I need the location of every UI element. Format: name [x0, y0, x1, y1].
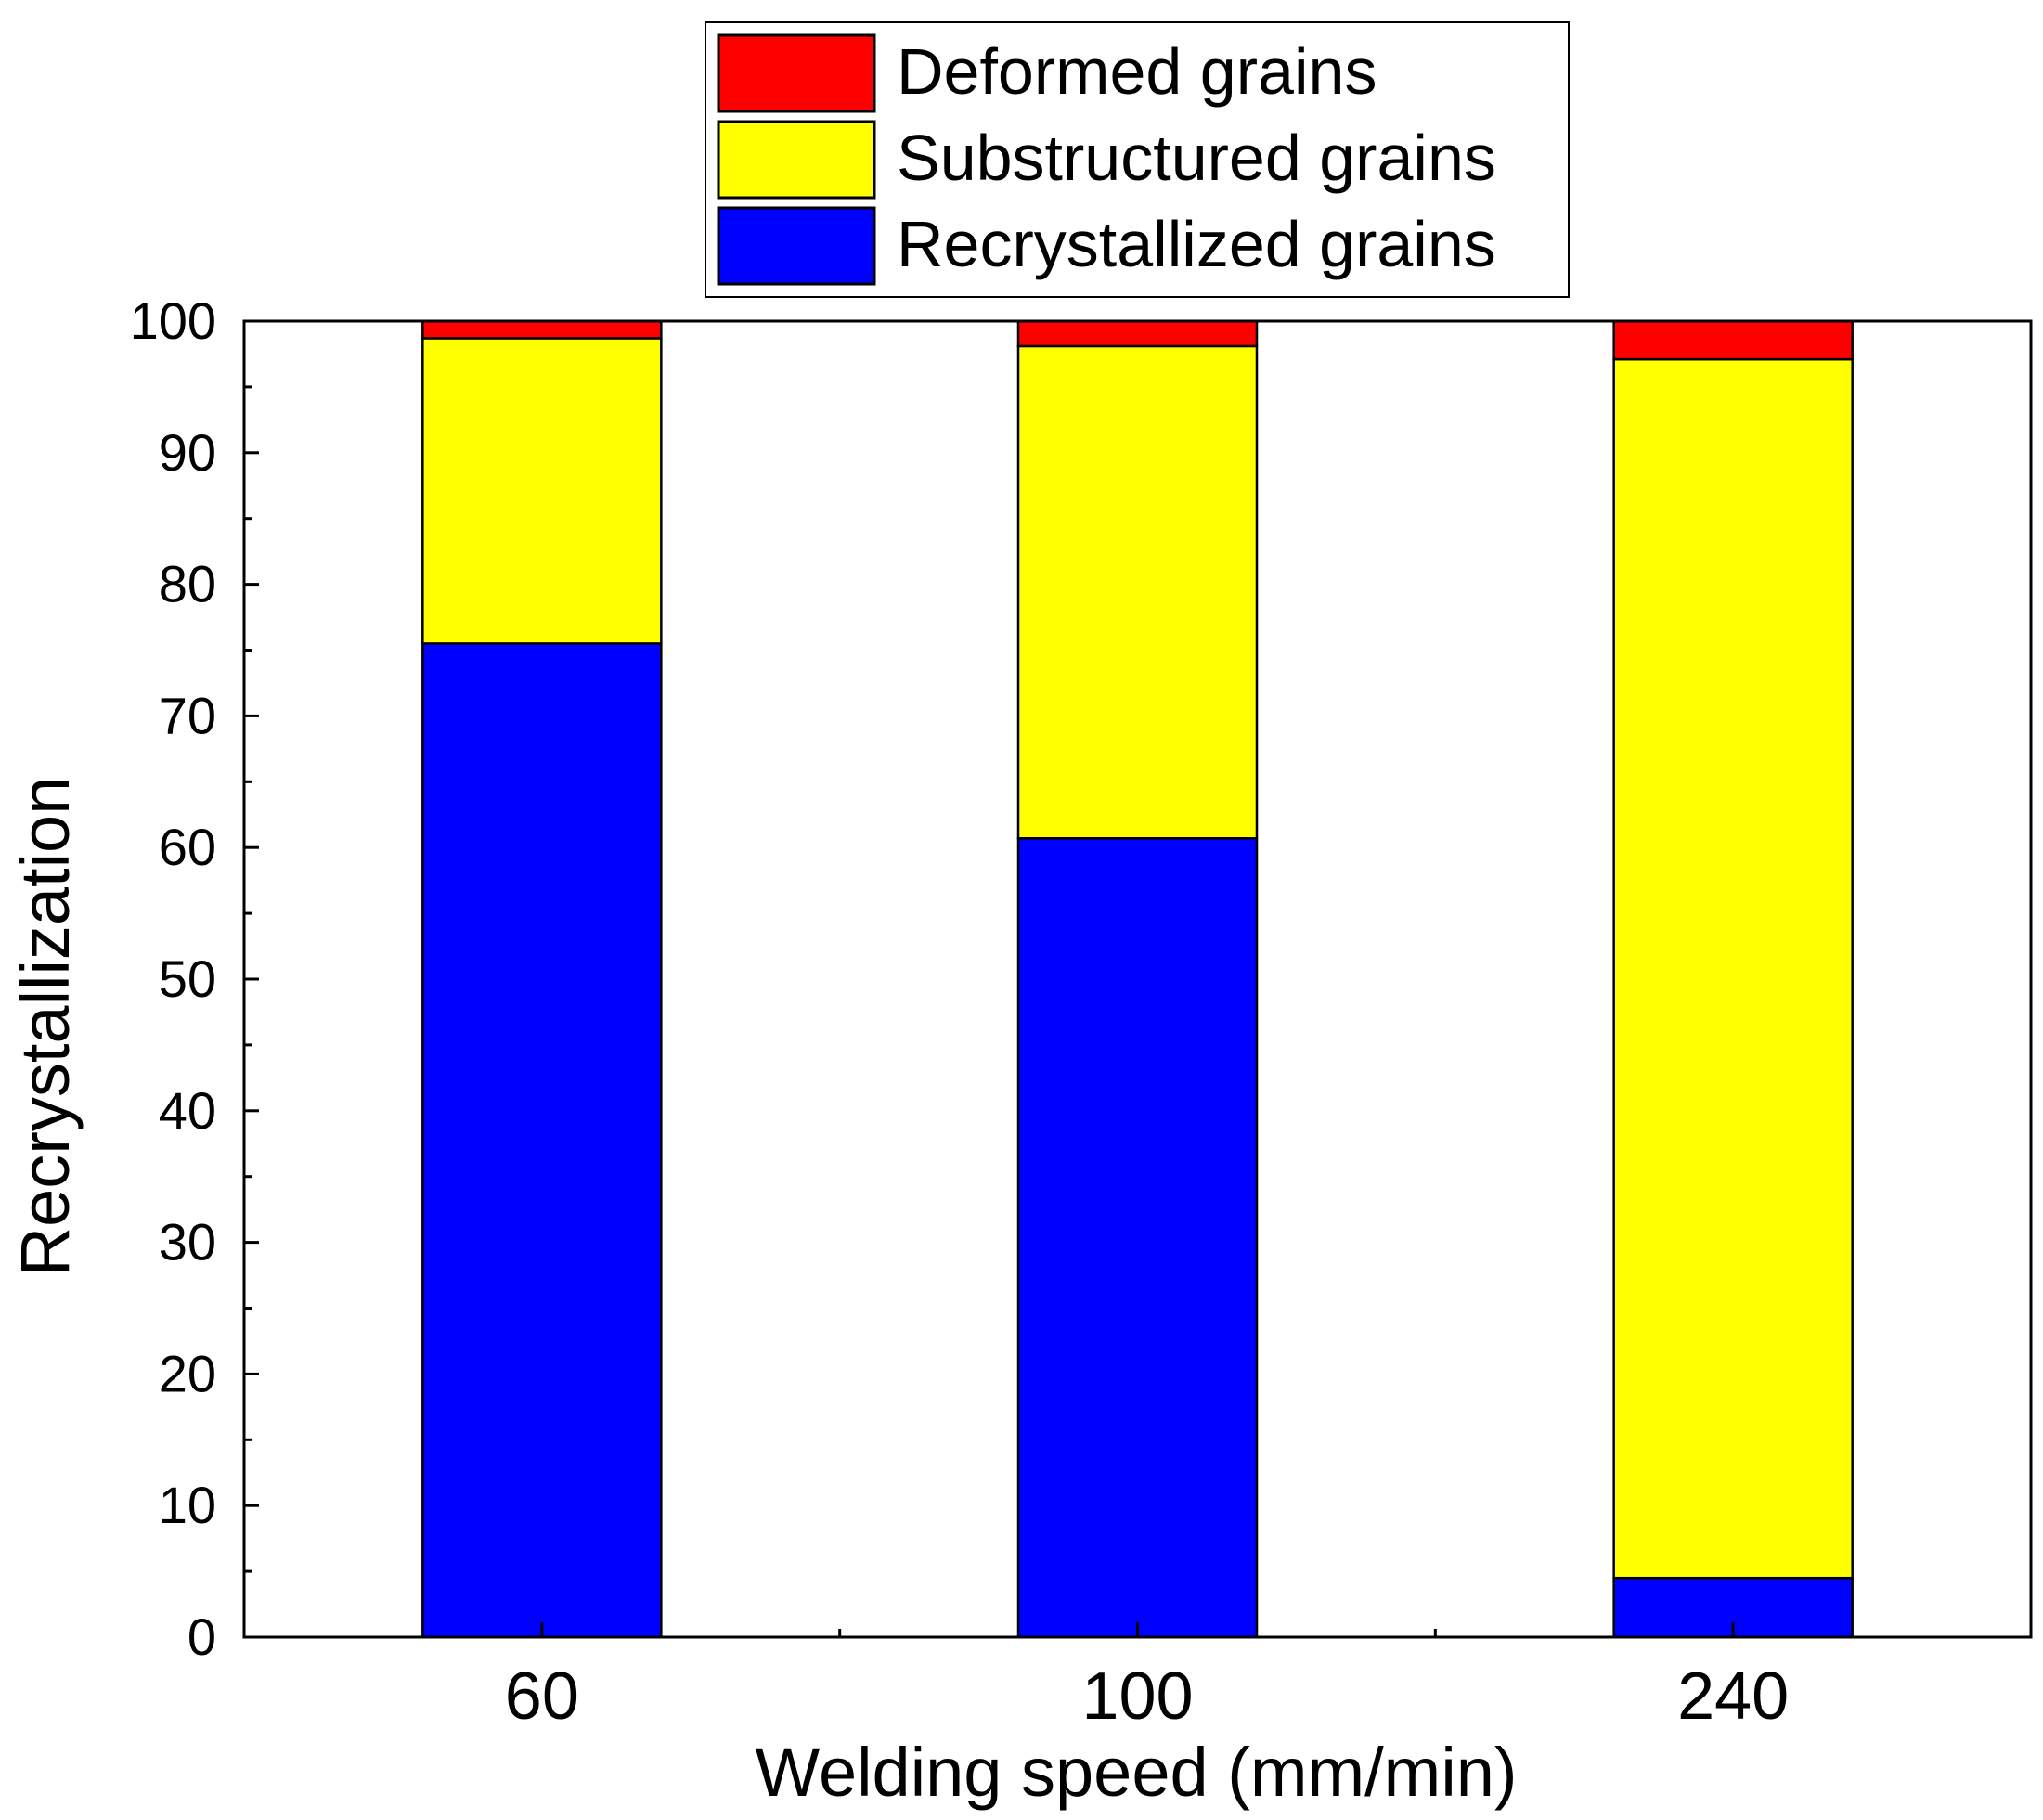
legend: Deformed grains Substructured grains Recry…: [705, 21, 1570, 298]
bar-deformed-grains-100: [1016, 319, 1259, 348]
y-axis-title: Recrystallization: [6, 777, 84, 1277]
legend-label-substructured-grains: Substructured grains: [897, 122, 1496, 194]
legend-label-recrystallized-grains: Recrystallized grains: [897, 208, 1496, 280]
y-tick-label: 20: [159, 1344, 216, 1402]
legend-swatch-recrystallized-grains: [717, 206, 876, 286]
x-tick-label: 60: [505, 1659, 579, 1734]
legend-swatch-deformed-grains: [717, 33, 876, 113]
legend-swatch-substructured-grains: [717, 120, 876, 200]
bar-recrystallized-grains-60: [421, 642, 663, 1639]
y-tick-label: 50: [159, 949, 216, 1008]
y-tick-label: 70: [159, 686, 216, 744]
bar-substructured-grains-100: [1016, 344, 1259, 840]
y-tick-label: 40: [159, 1081, 216, 1140]
x-tick-label: 240: [1677, 1659, 1789, 1734]
y-tick-label: 10: [159, 1476, 216, 1534]
x-axis-title: Welding speed (mm/min): [755, 1734, 1517, 1811]
x-tick-label: 100: [1081, 1659, 1193, 1734]
bar-substructured-grains-240: [1612, 357, 1854, 1580]
bar-deformed-grains-60: [421, 319, 663, 340]
y-tick-label: 60: [159, 818, 216, 876]
bars-layer: [421, 319, 1854, 1639]
y-tick-label: 90: [159, 423, 216, 482]
legend-label-deformed-grains: Deformed grains: [897, 35, 1377, 108]
bar-substructured-grains-60: [421, 337, 663, 645]
bar-deformed-grains-240: [1612, 319, 1854, 361]
legend-items: Deformed grains Substructured grains Recry…: [717, 33, 1496, 286]
y-tick-label: 0: [187, 1607, 216, 1666]
ticks-layer: 0 10 20 30 40 50 60 70 80 90 100 60 100 240: [130, 291, 1790, 1734]
y-tick-label: 30: [159, 1213, 216, 1271]
bar-recrystallized-grains-100: [1016, 837, 1259, 1639]
y-tick-label: 80: [159, 555, 216, 613]
y-tick-label: 100: [130, 291, 216, 350]
